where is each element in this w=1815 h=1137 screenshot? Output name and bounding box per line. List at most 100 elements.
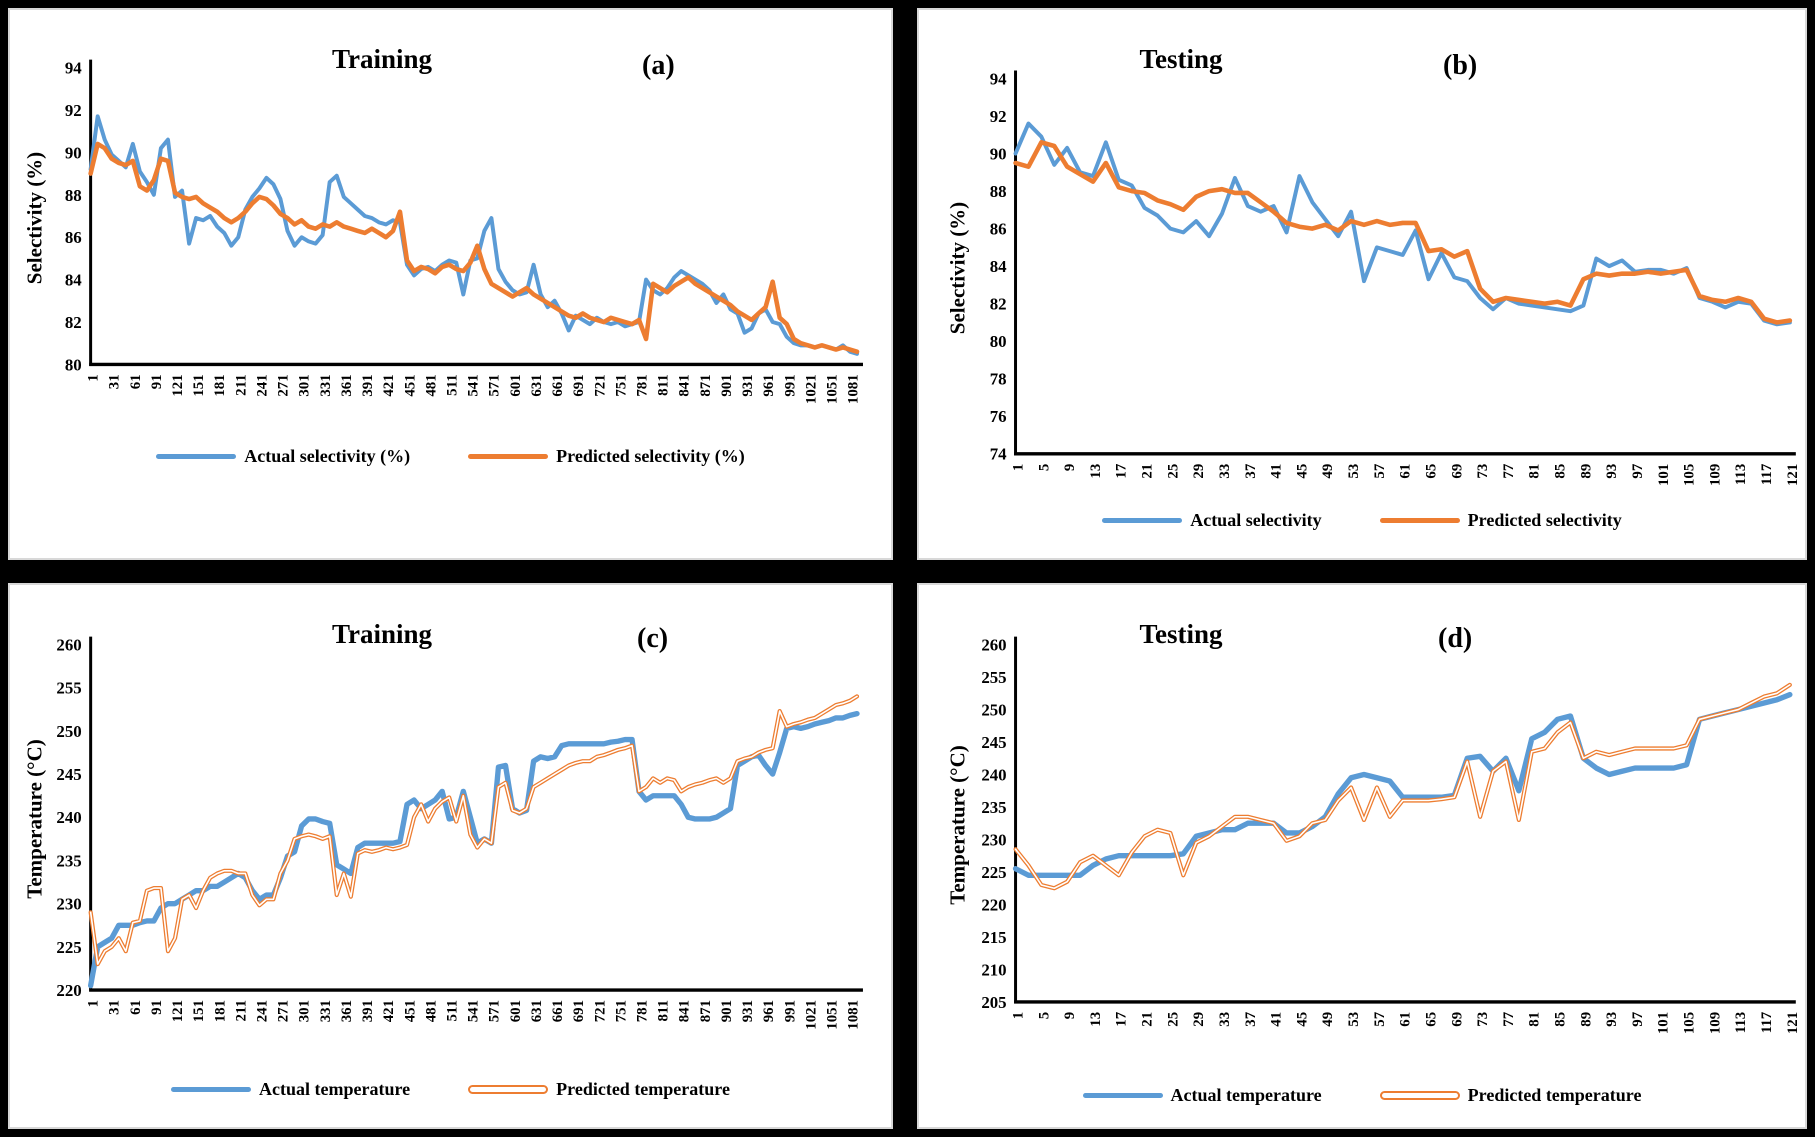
svg-text:331: 331 [318, 1000, 334, 1022]
svg-text:78: 78 [990, 370, 1007, 389]
svg-text:86: 86 [990, 220, 1007, 239]
svg-text:105: 105 [1682, 464, 1698, 486]
svg-text:65: 65 [1423, 464, 1439, 479]
svg-text:92: 92 [990, 107, 1007, 126]
svg-text:931: 931 [740, 1000, 756, 1022]
svg-text:301: 301 [297, 1000, 313, 1022]
svg-text:82: 82 [990, 295, 1007, 314]
svg-text:93: 93 [1604, 464, 1620, 479]
training-temperature-line-chart: 260 255 250 245 240 235 230 225 220 1 31 61 91 121 151… [56, 636, 863, 1030]
legend-item: Predicted selectivity (%) [468, 446, 745, 467]
svg-text:751: 751 [613, 1000, 629, 1022]
panel-training-temperature: 260 255 250 245 240 235 230 225 220 1 31 61 91 121 151… [8, 583, 893, 1129]
svg-text:511: 511 [444, 374, 460, 396]
svg-text:45: 45 [1294, 1012, 1310, 1027]
svg-text:85: 85 [1553, 464, 1569, 479]
legend-line-swatch [468, 1085, 549, 1094]
svg-text:113: 113 [1733, 1012, 1749, 1034]
svg-text:76: 76 [990, 407, 1007, 426]
svg-text:74: 74 [990, 445, 1007, 464]
svg-text:1051: 1051 [825, 1000, 841, 1030]
svg-text:241: 241 [254, 1000, 270, 1022]
svg-text:80: 80 [65, 355, 82, 374]
chart-legend: Actual temperature Predicted temperature [10, 1079, 891, 1100]
svg-text:82: 82 [65, 313, 82, 332]
svg-text:31: 31 [107, 374, 123, 389]
svg-text:53: 53 [1346, 1012, 1362, 1027]
svg-text:84: 84 [990, 257, 1007, 276]
legend-line-swatch [468, 454, 549, 459]
svg-text:901: 901 [719, 1000, 735, 1022]
svg-text:691: 691 [571, 1000, 587, 1022]
svg-text:31: 31 [107, 1000, 123, 1015]
svg-text:86: 86 [65, 228, 82, 247]
legend-label: Predicted selectivity (%) [556, 446, 745, 466]
svg-text:361: 361 [339, 374, 355, 396]
svg-text:391: 391 [360, 1000, 376, 1022]
svg-text:90: 90 [990, 145, 1007, 164]
svg-text:89: 89 [1578, 464, 1594, 479]
svg-text:94: 94 [65, 59, 82, 78]
svg-text:33: 33 [1217, 464, 1233, 479]
legend-item: Actual temperature [1082, 1085, 1322, 1106]
svg-text:511: 511 [444, 1000, 460, 1022]
svg-text:1021: 1021 [803, 374, 819, 404]
svg-text:961: 961 [761, 374, 777, 396]
svg-text:21: 21 [1140, 1012, 1156, 1027]
svg-text:53: 53 [1346, 464, 1362, 479]
legend-item: Actual selectivity [1102, 510, 1322, 531]
svg-text:250: 250 [56, 722, 81, 741]
chart-title: Training [331, 44, 433, 75]
svg-text:37: 37 [1243, 1011, 1259, 1026]
svg-text:25: 25 [1165, 1012, 1181, 1027]
svg-text:871: 871 [698, 374, 714, 396]
legend-line-swatch [1082, 1093, 1163, 1098]
legend-label: Predicted selectivity [1467, 510, 1622, 530]
svg-text:421: 421 [381, 1000, 397, 1022]
svg-text:210: 210 [981, 960, 1006, 979]
svg-text:691: 691 [571, 374, 587, 396]
svg-text:101: 101 [1656, 1012, 1672, 1034]
svg-text:81: 81 [1527, 464, 1543, 479]
svg-text:57: 57 [1372, 1011, 1388, 1026]
svg-text:117: 117 [1759, 1011, 1775, 1033]
svg-text:230: 230 [56, 895, 81, 914]
svg-text:84: 84 [65, 271, 82, 290]
svg-text:17: 17 [1114, 463, 1130, 478]
legend-item: Predicted temperature [1379, 1085, 1641, 1106]
legend-line-swatch [171, 1087, 252, 1092]
svg-text:225: 225 [56, 938, 81, 957]
svg-text:73: 73 [1475, 1012, 1491, 1027]
svg-text:601: 601 [508, 1000, 524, 1022]
chart-title: Testing [1139, 44, 1223, 75]
svg-text:271: 271 [276, 1000, 292, 1022]
svg-text:841: 841 [677, 1000, 693, 1022]
svg-text:91: 91 [149, 1000, 165, 1015]
svg-text:991: 991 [782, 1000, 798, 1022]
svg-text:5: 5 [1036, 464, 1052, 471]
svg-text:220: 220 [981, 895, 1006, 914]
legend-item: Actual temperature [171, 1079, 410, 1100]
svg-text:931: 931 [740, 374, 756, 396]
svg-text:215: 215 [981, 928, 1006, 947]
svg-text:21: 21 [1140, 464, 1156, 479]
svg-text:631: 631 [529, 374, 545, 396]
svg-text:601: 601 [508, 374, 524, 396]
svg-text:245: 245 [56, 765, 81, 784]
svg-text:121: 121 [170, 374, 186, 396]
svg-text:181: 181 [212, 1000, 228, 1022]
svg-text:240: 240 [981, 765, 1006, 784]
svg-text:235: 235 [981, 798, 1006, 817]
svg-text:117: 117 [1759, 463, 1775, 485]
svg-text:151: 151 [191, 374, 207, 396]
svg-text:961: 961 [761, 1000, 777, 1022]
svg-text:331: 331 [318, 374, 334, 396]
svg-text:88: 88 [990, 182, 1007, 201]
legend-label: Actual selectivity [1190, 510, 1322, 530]
svg-text:901: 901 [719, 374, 735, 396]
svg-text:271: 271 [276, 374, 292, 396]
svg-text:94: 94 [990, 69, 1007, 88]
svg-text:89: 89 [1578, 1012, 1594, 1027]
svg-text:841: 841 [677, 374, 693, 396]
svg-text:9: 9 [1062, 464, 1078, 471]
